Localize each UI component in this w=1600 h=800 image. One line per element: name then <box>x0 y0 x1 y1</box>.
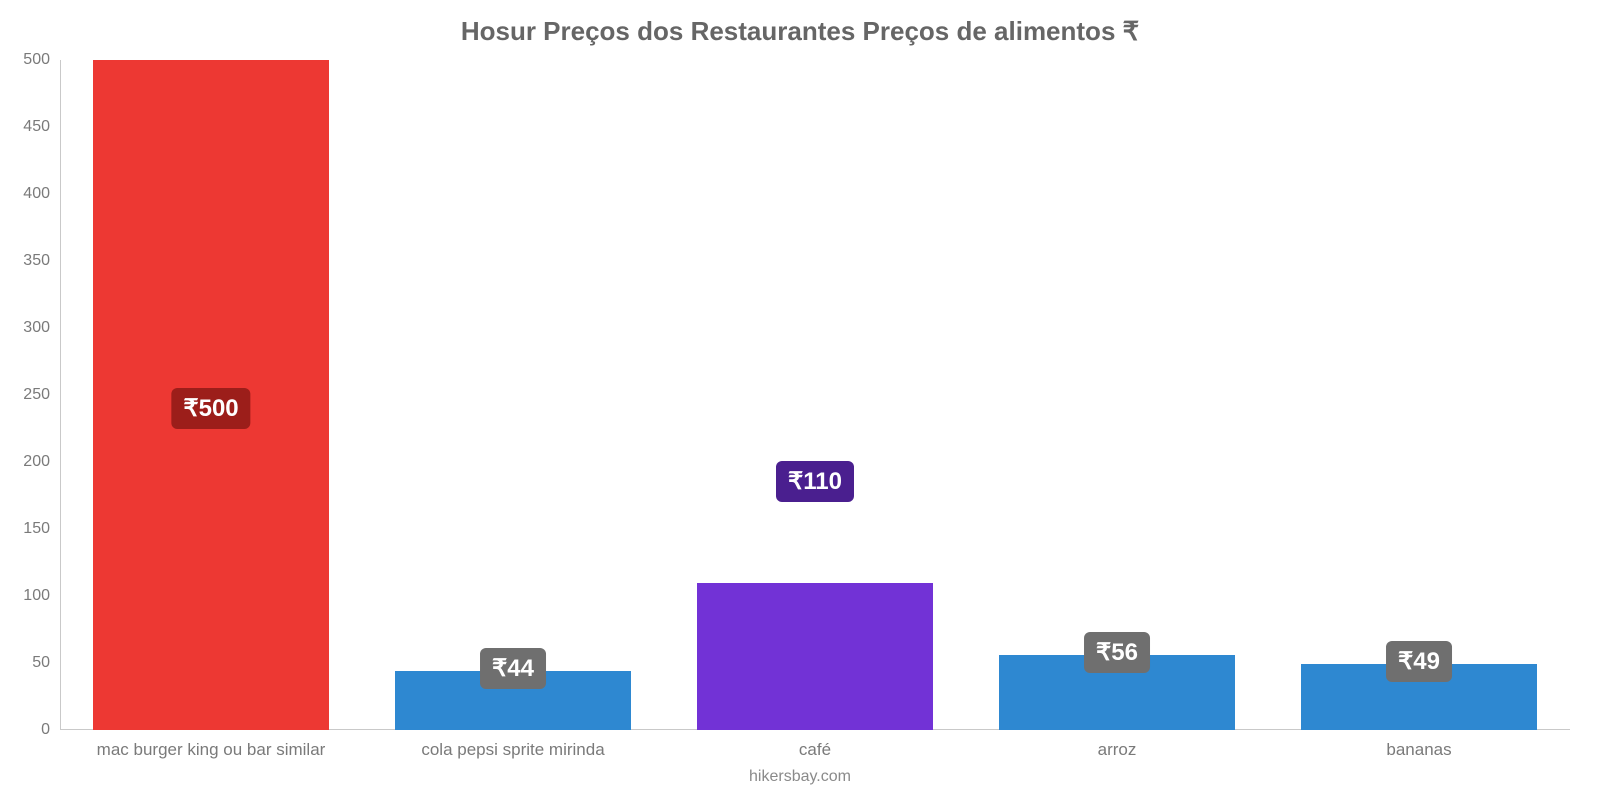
bar-value-label: ₹110 <box>776 461 854 502</box>
x-category-label: bananas <box>1386 740 1451 760</box>
y-tick-label: 400 <box>23 185 60 203</box>
bar-value-label: ₹500 <box>171 388 250 429</box>
y-tick-label: 0 <box>41 721 60 739</box>
bar: ₹500 <box>93 60 329 730</box>
y-tick-label: 250 <box>23 386 60 404</box>
x-category-label: mac burger king ou bar similar <box>97 740 326 760</box>
y-tick-label: 450 <box>23 118 60 136</box>
bars-layer: ₹500 ₹44 ₹110 ₹56 ₹49 <box>60 60 1570 730</box>
bar-value-label: ₹44 <box>480 648 546 689</box>
x-category-label: arroz <box>1098 740 1137 760</box>
chart-title: Hosur Preços dos Restaurantes Preços de … <box>0 0 1600 47</box>
bar: ₹49 <box>1301 664 1537 730</box>
y-tick-label: 200 <box>23 453 60 471</box>
x-category-label: café <box>799 740 831 760</box>
x-category-label: cola pepsi sprite mirinda <box>421 740 604 760</box>
bar: ₹44 <box>395 671 631 730</box>
bar-value-label: ₹56 <box>1084 632 1150 673</box>
bar-value-label: ₹49 <box>1386 641 1452 682</box>
bar: ₹110 <box>697 583 933 730</box>
y-tick-label: 50 <box>32 654 60 672</box>
chart-container: Hosur Preços dos Restaurantes Preços de … <box>0 0 1600 800</box>
y-tick-label: 100 <box>23 587 60 605</box>
y-tick-label: 500 <box>23 51 60 69</box>
plot-area: ₹500₹44₹110₹56₹49 0501001502002503003504… <box>60 60 1570 730</box>
y-tick-label: 350 <box>23 252 60 270</box>
y-tick-label: 300 <box>23 319 60 337</box>
chart-footer: hikersbay.com <box>0 768 1600 786</box>
bar: ₹56 <box>999 655 1235 730</box>
y-tick-label: 150 <box>23 520 60 538</box>
